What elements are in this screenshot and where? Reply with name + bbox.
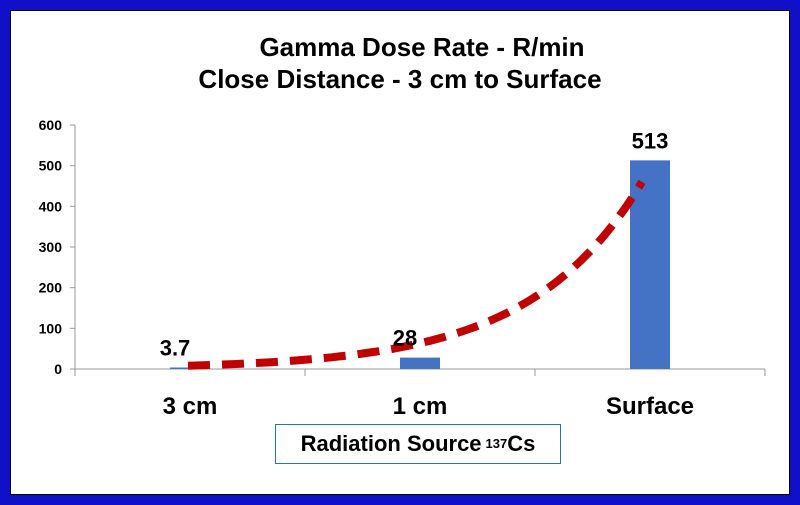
x-axis-title-main: Radiation Source: [300, 431, 482, 456]
y-tick-label: 400: [39, 198, 63, 214]
chart-subtitle: Close Distance - 3 cm to Surface: [198, 64, 601, 94]
bar: [400, 357, 440, 369]
data-label: 3.7: [160, 335, 191, 360]
y-tick-label: 100: [39, 320, 63, 336]
bar: [630, 160, 670, 369]
y-tick-label: 500: [39, 158, 63, 174]
x-category-label: Surface: [606, 393, 694, 420]
data-label: 513: [632, 128, 669, 153]
y-tick-label: 300: [39, 239, 63, 255]
y-tick-label: 200: [39, 280, 63, 296]
y-tick-label: 0: [54, 361, 62, 377]
exponential-trendline: [187, 179, 646, 370]
chart-title: Gamma Dose Rate - R/min: [259, 32, 584, 62]
x-category-label: 3 cm: [163, 393, 218, 420]
data-label: 28: [393, 326, 417, 351]
x-axis-title-element: Cs: [507, 431, 536, 456]
x-axis-title-isotope-mass: 137: [485, 435, 508, 451]
y-tick-label: 600: [39, 117, 63, 133]
x-category-label: 1 cm: [393, 393, 448, 420]
x-axis-title: Radiation Source 137 Cs: [275, 424, 561, 464]
